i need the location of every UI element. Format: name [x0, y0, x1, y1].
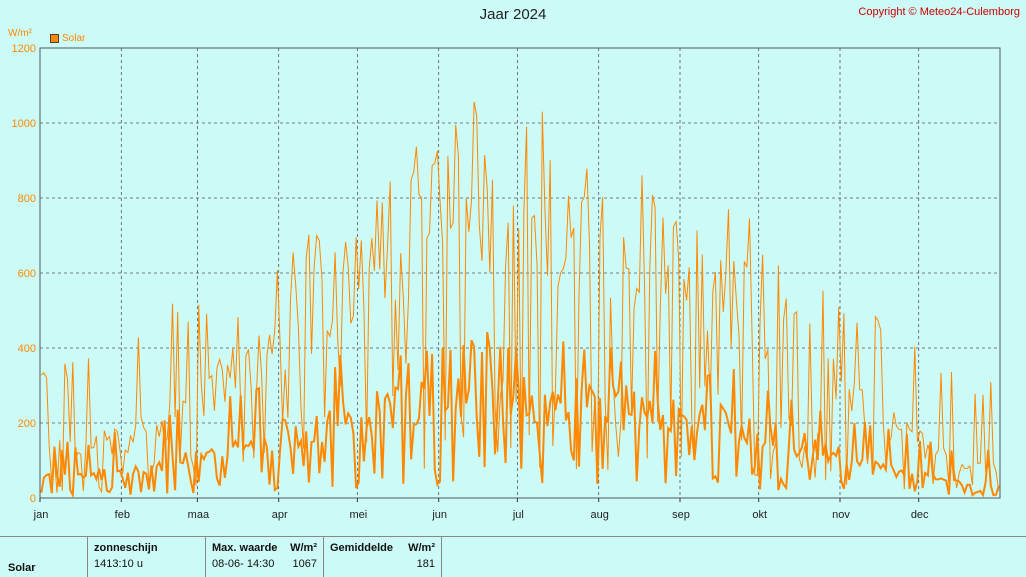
- series-group: [40, 101, 1000, 499]
- series-line-average: [40, 331, 1000, 499]
- max-value: 1067: [292, 558, 317, 570]
- x-tick-label-okt: okt: [752, 509, 767, 521]
- average-unit: W/m²: [408, 542, 435, 554]
- stats-table: Solar zonneschijn 1413:10 u Max. waarde W…: [0, 536, 1026, 577]
- y-tick-label: 600: [18, 268, 36, 280]
- y-tick-label: 200: [18, 418, 36, 430]
- stats-name-cell: Solar: [0, 537, 88, 577]
- x-tick-label-mei: mei: [350, 509, 368, 521]
- x-axis-ticks: jan feb maa apr mei jun jul aug sep okt nov dec: [33, 498, 929, 521]
- x-tick-label-jun: jun: [431, 509, 447, 521]
- max-date: 08-06- 14:30: [212, 558, 275, 570]
- y-tick-label: 1200: [12, 43, 36, 55]
- y-axis-ticks: 0 200 400 600 800 1000 1200: [12, 43, 36, 505]
- y-tick-label: 400: [18, 343, 36, 355]
- x-tick-label-feb: feb: [115, 509, 130, 521]
- y-axis-unit: W/m²: [8, 28, 32, 39]
- y-tick-label: 800: [18, 193, 36, 205]
- average-value: 181: [416, 558, 435, 570]
- x-tick-label-nov: nov: [832, 509, 850, 521]
- sunshine-header: zonneschijn: [94, 542, 158, 554]
- x-tick-label-dec: dec: [911, 509, 929, 521]
- y-tick-label: 1000: [12, 118, 36, 130]
- copyright-text: Copyright © Meteo24-Culemborg: [858, 6, 1020, 18]
- x-tick-label-sep: sep: [672, 509, 690, 521]
- max-unit: W/m²: [290, 542, 317, 554]
- legend-swatch: [50, 34, 59, 43]
- x-tick-label-aug: aug: [591, 509, 609, 521]
- x-tick-label-jan: jan: [33, 509, 49, 521]
- legend: Solar: [50, 33, 85, 44]
- chart-title: Jaar 2024: [479, 6, 547, 23]
- y-tick-label: 0: [30, 493, 36, 505]
- legend-label: Solar: [62, 33, 86, 44]
- series-line-max: [40, 101, 1000, 494]
- x-tick-label-maa: maa: [188, 509, 210, 521]
- stats-sunshine-cell: zonneschijn 1413:10 u: [88, 537, 206, 577]
- chart-area: 0 200 400 600 800 1000 1200 jan feb maa apr mei jun…: [12, 43, 1001, 521]
- stats-series-name: Solar: [8, 562, 36, 574]
- stats-average-cell: Gemiddelde W/m² 181: [324, 537, 442, 577]
- average-header: Gemiddelde: [330, 542, 393, 554]
- x-tick-label-jul: jul: [512, 509, 524, 521]
- x-tick-label-apr: apr: [272, 509, 288, 521]
- sunshine-value: 1413:10 u: [94, 558, 143, 570]
- max-header: Max. waarde: [212, 542, 278, 554]
- stats-max-cell: Max. waarde W/m² 08-06- 14:30 1067: [206, 537, 324, 577]
